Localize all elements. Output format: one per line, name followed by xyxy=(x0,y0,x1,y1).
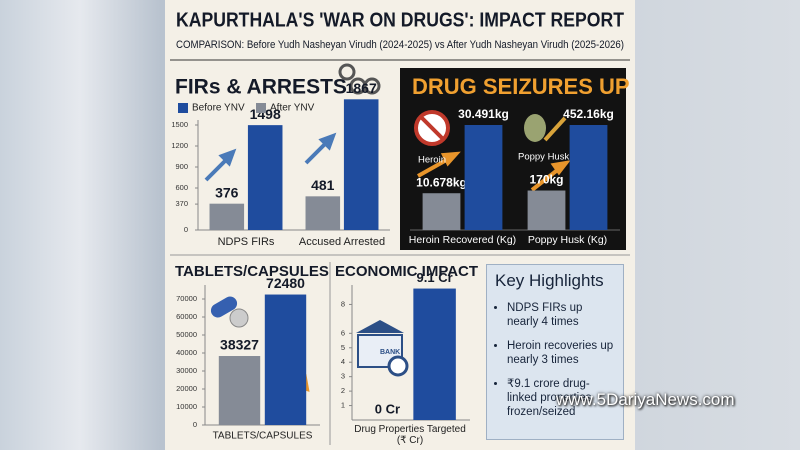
bar xyxy=(569,125,608,230)
y-tick-label: 20000 xyxy=(176,384,197,393)
highlights-title: Key Highlights xyxy=(495,271,604,290)
x-tick-label: Poppy Husk (Kg) xyxy=(528,234,607,246)
bar xyxy=(413,288,456,420)
bar xyxy=(422,193,461,230)
subtitle: COMPARISON: Before Yudh Nasheyan Virudh … xyxy=(176,39,624,51)
x-tick-label: NDPS FIRs xyxy=(218,236,275,248)
value-label: 452.16kg xyxy=(563,107,614,121)
value-label: 10.678kg xyxy=(416,175,467,189)
y-tick-label: 40000 xyxy=(176,348,197,357)
bank-icon xyxy=(356,320,409,377)
value-label: 170kg xyxy=(529,173,563,187)
annotation: Poppy Husk xyxy=(518,152,569,163)
value-label: 1867 xyxy=(346,80,377,96)
value-label: 0 Cr xyxy=(375,401,400,416)
bar xyxy=(527,190,566,230)
highlight-item: ₹9.1 crore drug-linked properties frozen… xyxy=(507,377,615,419)
bar xyxy=(209,203,245,230)
y-tick-label: 6 xyxy=(341,328,345,337)
y-tick-label: 370 xyxy=(175,199,188,208)
legend-label: Before YNV xyxy=(192,103,245,114)
bar xyxy=(464,125,503,230)
arrow xyxy=(204,132,337,182)
x-tick-label: Drug Properties Targeted (₹ Cr) xyxy=(354,424,466,446)
y-tick-label: 50000 xyxy=(176,330,197,339)
y-tick-label: 4 xyxy=(341,357,345,366)
value-label: 481 xyxy=(311,177,335,193)
y-tick-label: 5 xyxy=(341,343,345,352)
poppy-icon xyxy=(524,114,567,142)
value-label: 30.491kg xyxy=(458,107,509,121)
annotation: Heroin xyxy=(418,155,446,166)
y-tick-label: 900 xyxy=(175,162,188,171)
value-label: 38327 xyxy=(220,337,259,353)
chart-title: DRUG SEIZURES UP xyxy=(412,74,630,99)
no-drug-icon xyxy=(414,110,450,146)
bar xyxy=(343,99,379,230)
bar xyxy=(218,356,261,425)
y-tick-label: 1200 xyxy=(171,141,188,150)
legend-swatch xyxy=(256,103,266,113)
x-tick-label: Heroin Recovered (Kg) xyxy=(409,234,516,246)
highlight-item: NDPS FIRs up nearly 4 times xyxy=(507,301,615,329)
y-tick-label: 70000 xyxy=(176,294,197,303)
title: KAPURTHALA'S 'WAR ON DRUGS': IMPACT REPO… xyxy=(176,9,624,31)
bar xyxy=(305,196,341,230)
highlights-list: NDPS FIRs up nearly 4 times Heroin recov… xyxy=(495,301,615,419)
y-tick-label: 30000 xyxy=(176,366,197,375)
bar xyxy=(264,294,307,425)
chart-title: TABLETS/CAPSULES xyxy=(175,263,329,280)
y-tick-label: 1500 xyxy=(171,120,188,129)
y-tick-label: 10000 xyxy=(176,402,197,411)
legend-label: After YNV xyxy=(270,103,315,114)
y-tick-label: 60000 xyxy=(176,312,197,321)
y-tick-label: 0 xyxy=(184,225,188,234)
highlight-item: Heroin recoveries up nearly 3 times xyxy=(507,339,615,367)
handcuff-icon xyxy=(338,63,381,95)
highlights-box: Key Highlights NDPS FIRs up nearly 4 tim… xyxy=(486,264,624,440)
chart-title: FIRs & ARRESTS xyxy=(175,76,347,99)
y-tick-label: 0 xyxy=(193,420,197,429)
legend-swatch xyxy=(178,103,188,113)
watermark: www.5DariyaNews.com xyxy=(556,390,735,409)
y-tick-label: 3 xyxy=(341,372,345,381)
y-tick-label: 1 xyxy=(341,401,345,410)
chart-title: ECONOMIC IMPACT xyxy=(335,263,478,280)
x-tick-label: Accused Arrested xyxy=(299,236,385,248)
y-tick-label: 600 xyxy=(175,183,188,192)
y-tick-label: 2 xyxy=(341,386,345,395)
value-label: 9.1 Cr xyxy=(417,270,453,285)
value-label: 376 xyxy=(215,184,239,200)
annotation: BANK xyxy=(380,349,400,356)
pill-icon xyxy=(210,296,249,328)
value-label: 72480 xyxy=(266,275,305,291)
bar xyxy=(247,125,283,230)
x-tick-label: TABLETS/CAPSULES xyxy=(213,431,313,442)
y-tick-label: 8 xyxy=(341,299,345,308)
